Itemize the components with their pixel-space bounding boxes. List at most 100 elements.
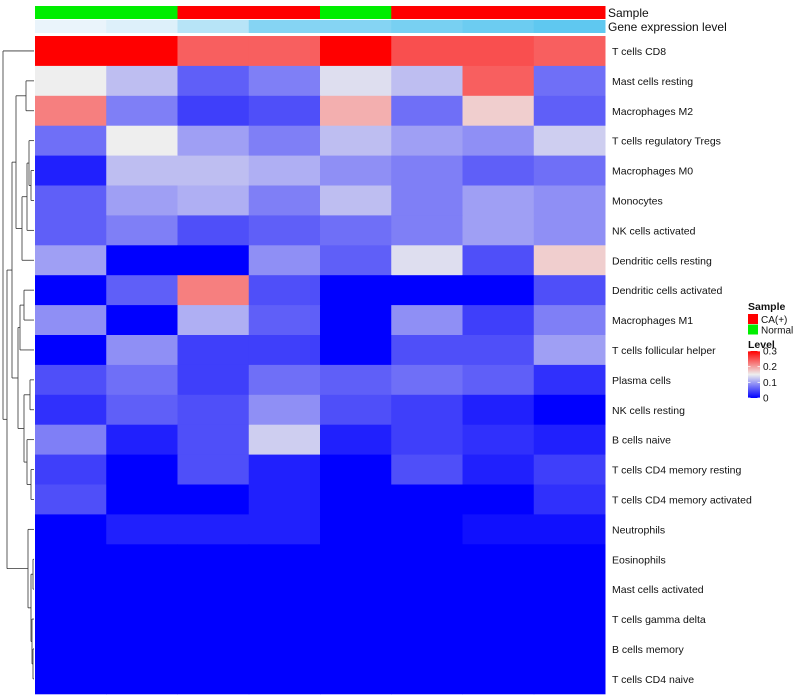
heatmap-cell: [391, 245, 463, 276]
heatmap-cell: [462, 125, 535, 157]
expression-annotation-cell: [35, 20, 107, 33]
level-legend-title: Level: [748, 339, 775, 351]
expression-annotation-cell: [320, 20, 392, 33]
expression-annotation-cell: [177, 20, 250, 33]
heatmap-cell: [177, 245, 250, 276]
row-label: Macrophages M1: [612, 315, 693, 327]
heatmap-cell: [462, 364, 535, 396]
heatmap-cell: [35, 364, 107, 396]
heatmap-cell: [248, 514, 321, 545]
row-label: Macrophages M2: [612, 106, 693, 118]
heatmap-cell: [462, 275, 535, 306]
row-label: T cells CD4 memory activated: [612, 494, 752, 506]
heatmap-cell: [462, 574, 535, 605]
heatmap-cell: [320, 514, 392, 545]
heatmap-cell: [320, 245, 392, 276]
heatmap-cell: [533, 245, 606, 276]
heatmap-cell: [533, 544, 606, 575]
heatmap-cell: [320, 335, 392, 366]
heatmap-cell: [320, 484, 392, 515]
heatmap-cell: [391, 125, 463, 157]
row-label: B cells memory: [612, 644, 685, 656]
heatmap-cell: [248, 275, 321, 306]
row-label: T cells CD4 memory resting: [612, 465, 741, 477]
heatmap-cell: [320, 125, 392, 157]
sample-legend-title: Sample: [748, 301, 786, 313]
sample-legend-swatch: [748, 314, 758, 324]
heatmap-cell: [248, 663, 321, 695]
heatmap-cell: [35, 574, 107, 605]
heatmap-cell: [248, 364, 321, 396]
row-labels: T cells CD8 Mast cells resting Macrophages…: [612, 46, 752, 686]
heatmap-cell: [106, 305, 178, 336]
heatmap-cell: [320, 574, 392, 605]
row-label: T cells follicular helper: [612, 345, 716, 357]
heatmap-cell: [320, 36, 392, 67]
heatmap-cell: [248, 245, 321, 276]
heatmap-cell: [320, 275, 392, 306]
heatmap-cell: [106, 454, 178, 485]
level-gradient-bar: [748, 351, 760, 398]
row-label: NK cells activated: [612, 225, 696, 237]
expression-annotation-label: Gene expression level: [608, 20, 727, 34]
heatmap-cell: [106, 125, 178, 157]
heatmap-cell: [248, 484, 321, 515]
heatmap-cell: [320, 95, 392, 127]
heatmap-cell: [462, 634, 535, 665]
heatmap-cell: [106, 155, 178, 186]
heatmap-cell: [391, 663, 463, 695]
heatmap-cell: [462, 245, 535, 276]
heatmap-cell: [106, 245, 178, 276]
heatmap-cell: [391, 95, 463, 127]
heatmap-cell: [177, 454, 250, 485]
heatmap-cell: [391, 454, 463, 485]
heatmap-cell: [320, 185, 392, 216]
heatmap-cell: [248, 125, 321, 157]
heatmap-cell: [391, 185, 463, 216]
heatmap-cell: [533, 574, 606, 605]
heatmap-cell: [391, 215, 463, 246]
heatmap-cell: [533, 215, 606, 246]
heatmap-cell: [320, 364, 392, 396]
heatmap-cell: [533, 335, 606, 366]
heatmap-cell: [391, 574, 463, 605]
heatmap-cell: [248, 215, 321, 246]
heatmap-cell: [106, 215, 178, 246]
heatmap-cell: [320, 305, 392, 336]
heatmap-cell: [35, 185, 107, 216]
heatmap-cell: [177, 275, 250, 306]
row-label: B cells naive: [612, 435, 671, 447]
heatmap-cell: [35, 305, 107, 336]
heatmap-cell: [35, 514, 107, 545]
row-label: Mast cells activated: [612, 584, 704, 596]
heatmap-cell: [462, 663, 535, 695]
heatmap-cell: [106, 394, 178, 426]
heatmap-cell: [177, 484, 250, 515]
heatmap-cell: [177, 95, 250, 127]
heatmap-cell: [248, 454, 321, 485]
heatmap-cell: [320, 663, 392, 695]
row-label: Mast cells resting: [612, 76, 693, 88]
sample-annotation-cell: [391, 6, 463, 19]
heatmap-cell: [35, 484, 107, 515]
heatmap-cell: [462, 394, 535, 426]
heatmap-cell: [533, 514, 606, 545]
heatmap-cell: [35, 394, 107, 426]
heatmap-cell: [106, 65, 178, 97]
heatmap-cell: [35, 454, 107, 485]
heatmap-cell: [462, 65, 535, 97]
heatmap-cell: [391, 394, 463, 426]
sample-annotation-cell: [533, 6, 606, 19]
sample-annotation-cell: [35, 6, 107, 19]
heatmap-cell: [462, 424, 535, 456]
heatmap-cell: [320, 65, 392, 97]
row-dendrogram: [2, 50, 34, 680]
heatmap-cell: [391, 155, 463, 186]
heatmap-cell: [35, 544, 107, 575]
heatmap-cell: [533, 424, 606, 456]
sample-legend-label: Normal: [761, 326, 793, 337]
heatmap-cell: [177, 36, 250, 67]
heatmap-cell: [177, 125, 250, 157]
